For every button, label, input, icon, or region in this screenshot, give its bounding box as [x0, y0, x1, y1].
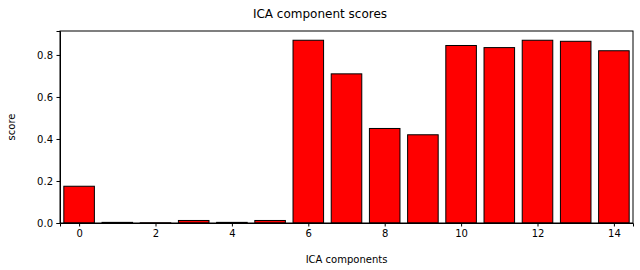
bar [599, 51, 630, 223]
tick-label: 12 [532, 228, 545, 239]
y-axis: 0.0 0.2 0.4 0.6 0.8 [37, 32, 60, 229]
tick-mark [461, 223, 462, 227]
tick-label: 0.0 [37, 218, 53, 229]
tick-label: 10 [455, 228, 468, 239]
tick-mark [156, 223, 157, 227]
bar [64, 186, 95, 223]
tick-label: 0.6 [37, 92, 53, 103]
bar [522, 40, 553, 223]
bar [560, 41, 591, 223]
tick: 6 [306, 223, 312, 239]
y-axis-label: score [6, 114, 17, 141]
plot-frame [60, 31, 633, 223]
tick-mark [57, 223, 61, 224]
bar [446, 45, 477, 223]
tick-label: 0.4 [37, 134, 53, 145]
tick: 4 [229, 223, 235, 239]
tick: 0 [76, 223, 82, 239]
tick-label: 8 [382, 228, 388, 239]
tick-mark [57, 139, 61, 140]
tick-mark [79, 223, 80, 227]
tick: 0.2 [37, 176, 60, 187]
tick: 0.6 [37, 92, 60, 103]
bars [64, 40, 629, 223]
tick: 10 [455, 223, 468, 239]
tick: 14 [608, 223, 621, 239]
tick-label: 6 [306, 228, 312, 239]
tick-label: 0 [76, 228, 82, 239]
tick-label: 0.2 [37, 176, 53, 187]
tick-mark [308, 223, 309, 227]
tick: 8 [382, 223, 388, 239]
tick-label: 0.8 [37, 50, 53, 61]
tick-label: 2 [153, 228, 159, 239]
x-axis-label: ICA components [306, 254, 388, 265]
bar [331, 74, 362, 223]
tick-mark [232, 223, 233, 227]
bar [369, 128, 400, 223]
bar [408, 135, 439, 223]
tick-mark [385, 223, 386, 227]
tick-mark [57, 55, 61, 56]
tick: 0.4 [37, 134, 60, 145]
tick-mark [57, 181, 61, 182]
tick-mark [57, 97, 61, 98]
axis-line [61, 224, 634, 227]
tick-label: 4 [229, 228, 235, 239]
tick: 0.0 [37, 218, 60, 229]
tick: 0.8 [37, 50, 60, 61]
tick-label: 14 [608, 228, 621, 239]
tick-mark [538, 223, 539, 227]
chart: 0 2 4 6 8 10 12 14 0.0 0.2 0.4 0.6 0.8 ICA component … [0, 0, 640, 270]
tick-mark [614, 223, 615, 227]
tick: 2 [153, 223, 159, 239]
title: ICA component scores [253, 7, 387, 21]
tick: 12 [532, 223, 545, 239]
bar [484, 48, 515, 223]
bar [293, 40, 324, 223]
x-axis: 0 2 4 6 8 10 12 14 [61, 223, 634, 239]
